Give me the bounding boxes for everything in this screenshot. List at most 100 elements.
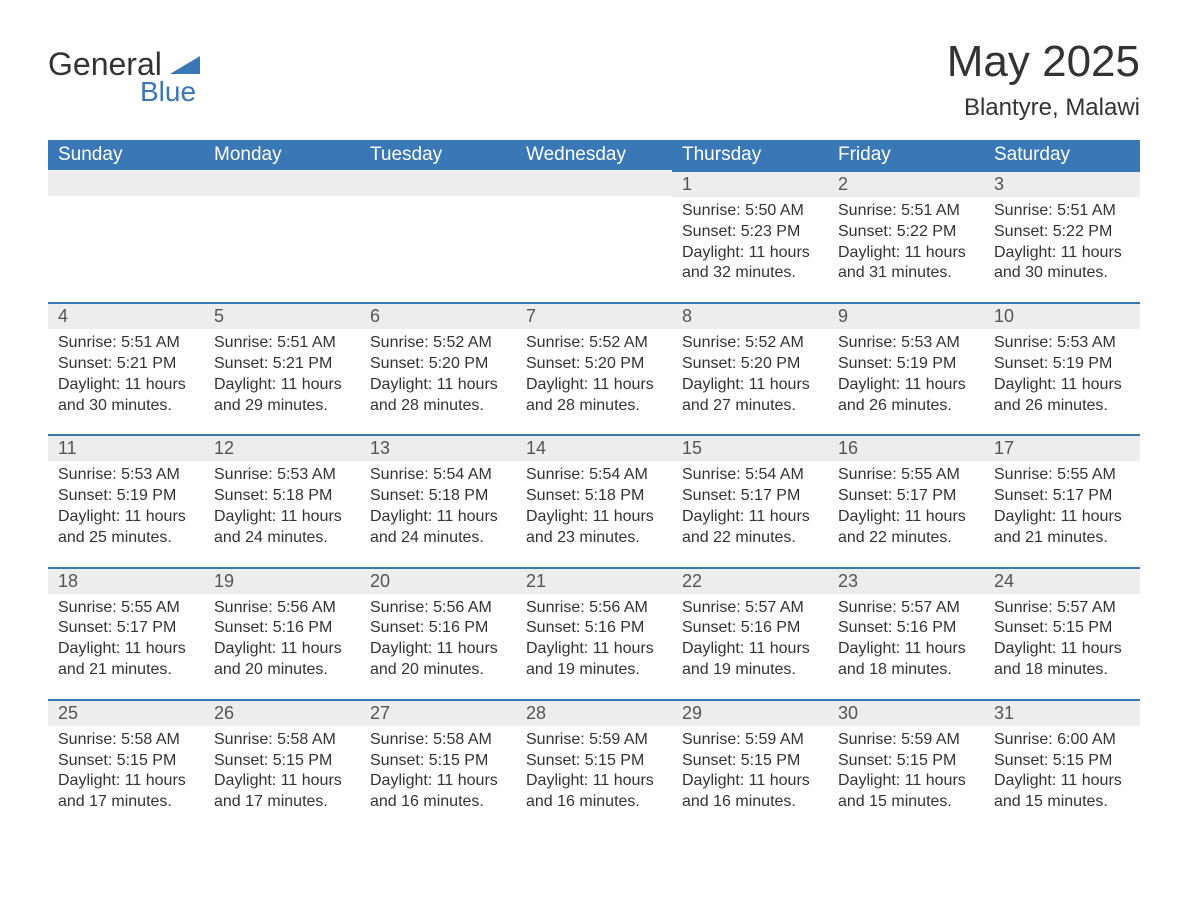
dow-header: Tuesday xyxy=(360,140,516,170)
day-number: 16 xyxy=(828,434,984,461)
sunrise-text: Sunrise: 5:58 AM xyxy=(58,730,194,751)
day-number: 29 xyxy=(672,699,828,726)
daylight-text: Daylight: 11 hours and 19 minutes. xyxy=(526,639,662,681)
daylight-text: Daylight: 11 hours and 16 minutes. xyxy=(526,771,662,813)
sunrise-text: Sunrise: 5:59 AM xyxy=(682,730,818,751)
daylight-text: Daylight: 11 hours and 22 minutes. xyxy=(682,507,818,549)
sunset-text: Sunset: 5:21 PM xyxy=(214,354,350,375)
day-number: 25 xyxy=(48,699,204,726)
day-cell: 22Sunrise: 5:57 AMSunset: 5:16 PMDayligh… xyxy=(672,567,828,699)
day-number: 13 xyxy=(360,434,516,461)
sunrise-text: Sunrise: 5:59 AM xyxy=(838,730,974,751)
day-number: 8 xyxy=(672,302,828,329)
sunrise-text: Sunrise: 5:51 AM xyxy=(994,201,1130,222)
sunrise-text: Sunrise: 5:51 AM xyxy=(58,333,194,354)
day-cell: 7Sunrise: 5:52 AMSunset: 5:20 PMDaylight… xyxy=(516,302,672,434)
day-number: 17 xyxy=(984,434,1140,461)
dow-header: Monday xyxy=(204,140,360,170)
day-details: Sunrise: 5:50 AMSunset: 5:23 PMDaylight:… xyxy=(672,197,828,284)
empty-day-bar xyxy=(48,170,204,196)
daylight-text: Daylight: 11 hours and 15 minutes. xyxy=(838,771,974,813)
daylight-text: Daylight: 11 hours and 16 minutes. xyxy=(682,771,818,813)
sunrise-text: Sunrise: 5:52 AM xyxy=(370,333,506,354)
week-row: 18Sunrise: 5:55 AMSunset: 5:17 PMDayligh… xyxy=(48,567,1140,699)
sunrise-text: Sunrise: 5:58 AM xyxy=(214,730,350,751)
day-number: 26 xyxy=(204,699,360,726)
sunrise-text: Sunrise: 5:56 AM xyxy=(214,598,350,619)
sunrise-text: Sunrise: 5:51 AM xyxy=(838,201,974,222)
daylight-text: Daylight: 11 hours and 21 minutes. xyxy=(994,507,1130,549)
day-details: Sunrise: 5:54 AMSunset: 5:17 PMDaylight:… xyxy=(672,461,828,548)
sunrise-text: Sunrise: 5:57 AM xyxy=(682,598,818,619)
sunrise-text: Sunrise: 5:54 AM xyxy=(370,465,506,486)
week-row: 1Sunrise: 5:50 AMSunset: 5:23 PMDaylight… xyxy=(48,170,1140,302)
day-details: Sunrise: 5:56 AMSunset: 5:16 PMDaylight:… xyxy=(204,594,360,681)
sunrise-text: Sunrise: 6:00 AM xyxy=(994,730,1130,751)
day-cell: 14Sunrise: 5:54 AMSunset: 5:18 PMDayligh… xyxy=(516,434,672,566)
day-number: 18 xyxy=(48,567,204,594)
sunrise-text: Sunrise: 5:53 AM xyxy=(838,333,974,354)
daylight-text: Daylight: 11 hours and 27 minutes. xyxy=(682,375,818,417)
day-cell: 1Sunrise: 5:50 AMSunset: 5:23 PMDaylight… xyxy=(672,170,828,302)
day-details: Sunrise: 5:58 AMSunset: 5:15 PMDaylight:… xyxy=(48,726,204,813)
daylight-text: Daylight: 11 hours and 28 minutes. xyxy=(370,375,506,417)
daylight-text: Daylight: 11 hours and 24 minutes. xyxy=(214,507,350,549)
sunset-text: Sunset: 5:17 PM xyxy=(682,486,818,507)
day-cell xyxy=(48,170,204,302)
sunset-text: Sunset: 5:16 PM xyxy=(370,618,506,639)
day-number: 6 xyxy=(360,302,516,329)
sunrise-text: Sunrise: 5:51 AM xyxy=(214,333,350,354)
day-details: Sunrise: 5:52 AMSunset: 5:20 PMDaylight:… xyxy=(672,329,828,416)
day-number: 10 xyxy=(984,302,1140,329)
day-cell: 23Sunrise: 5:57 AMSunset: 5:16 PMDayligh… xyxy=(828,567,984,699)
day-cell: 12Sunrise: 5:53 AMSunset: 5:18 PMDayligh… xyxy=(204,434,360,566)
day-cell: 29 Sunrise: 5:59 AMSunset: 5:15 PMDayligh… xyxy=(672,699,828,831)
sunset-text: Sunset: 5:15 PM xyxy=(682,751,818,772)
day-details: Sunrise: 5:55 AMSunset: 5:17 PMDaylight:… xyxy=(828,461,984,548)
day-number: 15 xyxy=(672,434,828,461)
day-cell: 17Sunrise: 5:55 AMSunset: 5:17 PMDayligh… xyxy=(984,434,1140,566)
day-cell: 2Sunrise: 5:51 AMSunset: 5:22 PMDaylight… xyxy=(828,170,984,302)
day-cell: 4Sunrise: 5:51 AMSunset: 5:21 PMDaylight… xyxy=(48,302,204,434)
sunset-text: Sunset: 5:20 PM xyxy=(526,354,662,375)
dow-header: Sunday xyxy=(48,140,204,170)
day-cell: 16Sunrise: 5:55 AMSunset: 5:17 PMDayligh… xyxy=(828,434,984,566)
day-details: Sunrise: 5:56 AMSunset: 5:16 PMDaylight:… xyxy=(360,594,516,681)
day-number: 27 xyxy=(360,699,516,726)
day-cell: 11Sunrise: 5:53 AMSunset: 5:19 PMDayligh… xyxy=(48,434,204,566)
sunset-text: Sunset: 5:15 PM xyxy=(370,751,506,772)
sunset-text: Sunset: 5:16 PM xyxy=(682,618,818,639)
day-cell: 19Sunrise: 5:56 AMSunset: 5:16 PMDayligh… xyxy=(204,567,360,699)
sunrise-text: Sunrise: 5:56 AM xyxy=(526,598,662,619)
daylight-text: Daylight: 11 hours and 26 minutes. xyxy=(838,375,974,417)
daylight-text: Daylight: 11 hours and 29 minutes. xyxy=(214,375,350,417)
day-cell: 18Sunrise: 5:55 AMSunset: 5:17 PMDayligh… xyxy=(48,567,204,699)
sunset-text: Sunset: 5:22 PM xyxy=(994,222,1130,243)
sunset-text: Sunset: 5:22 PM xyxy=(838,222,974,243)
daylight-text: Daylight: 11 hours and 23 minutes. xyxy=(526,507,662,549)
daylight-text: Daylight: 11 hours and 20 minutes. xyxy=(370,639,506,681)
header: General Blue May 2025 Blantyre, Malawi xyxy=(48,40,1140,122)
daylight-text: Daylight: 11 hours and 32 minutes. xyxy=(682,243,818,285)
daylight-text: Daylight: 11 hours and 17 minutes. xyxy=(214,771,350,813)
sunset-text: Sunset: 5:15 PM xyxy=(994,751,1130,772)
day-number: 4 xyxy=(48,302,204,329)
daylight-text: Daylight: 11 hours and 18 minutes. xyxy=(838,639,974,681)
daylight-text: Daylight: 11 hours and 21 minutes. xyxy=(58,639,194,681)
day-cell: 3Sunrise: 5:51 AMSunset: 5:22 PMDaylight… xyxy=(984,170,1140,302)
sunset-text: Sunset: 5:17 PM xyxy=(838,486,974,507)
day-number: 14 xyxy=(516,434,672,461)
sunset-text: Sunset: 5:23 PM xyxy=(682,222,818,243)
sunset-text: Sunset: 5:16 PM xyxy=(838,618,974,639)
sunset-text: Sunset: 5:18 PM xyxy=(214,486,350,507)
month-year: May 2025 xyxy=(947,40,1140,84)
day-details: Sunrise: 5:55 AMSunset: 5:17 PMDaylight:… xyxy=(48,594,204,681)
day-details: Sunrise: 5:58 AMSunset: 5:15 PMDaylight:… xyxy=(360,726,516,813)
dow-header: Thursday xyxy=(672,140,828,170)
sunset-text: Sunset: 5:17 PM xyxy=(994,486,1130,507)
day-cell: 8Sunrise: 5:52 AMSunset: 5:20 PMDaylight… xyxy=(672,302,828,434)
week-row: 25Sunrise: 5:58 AMSunset: 5:15 PMDayligh… xyxy=(48,699,1140,831)
day-number: 31 xyxy=(984,699,1140,726)
day-cell: 26Sunrise: 5:58 AMSunset: 5:15 PMDayligh… xyxy=(204,699,360,831)
day-cell: 9Sunrise: 5:53 AMSunset: 5:19 PMDaylight… xyxy=(828,302,984,434)
